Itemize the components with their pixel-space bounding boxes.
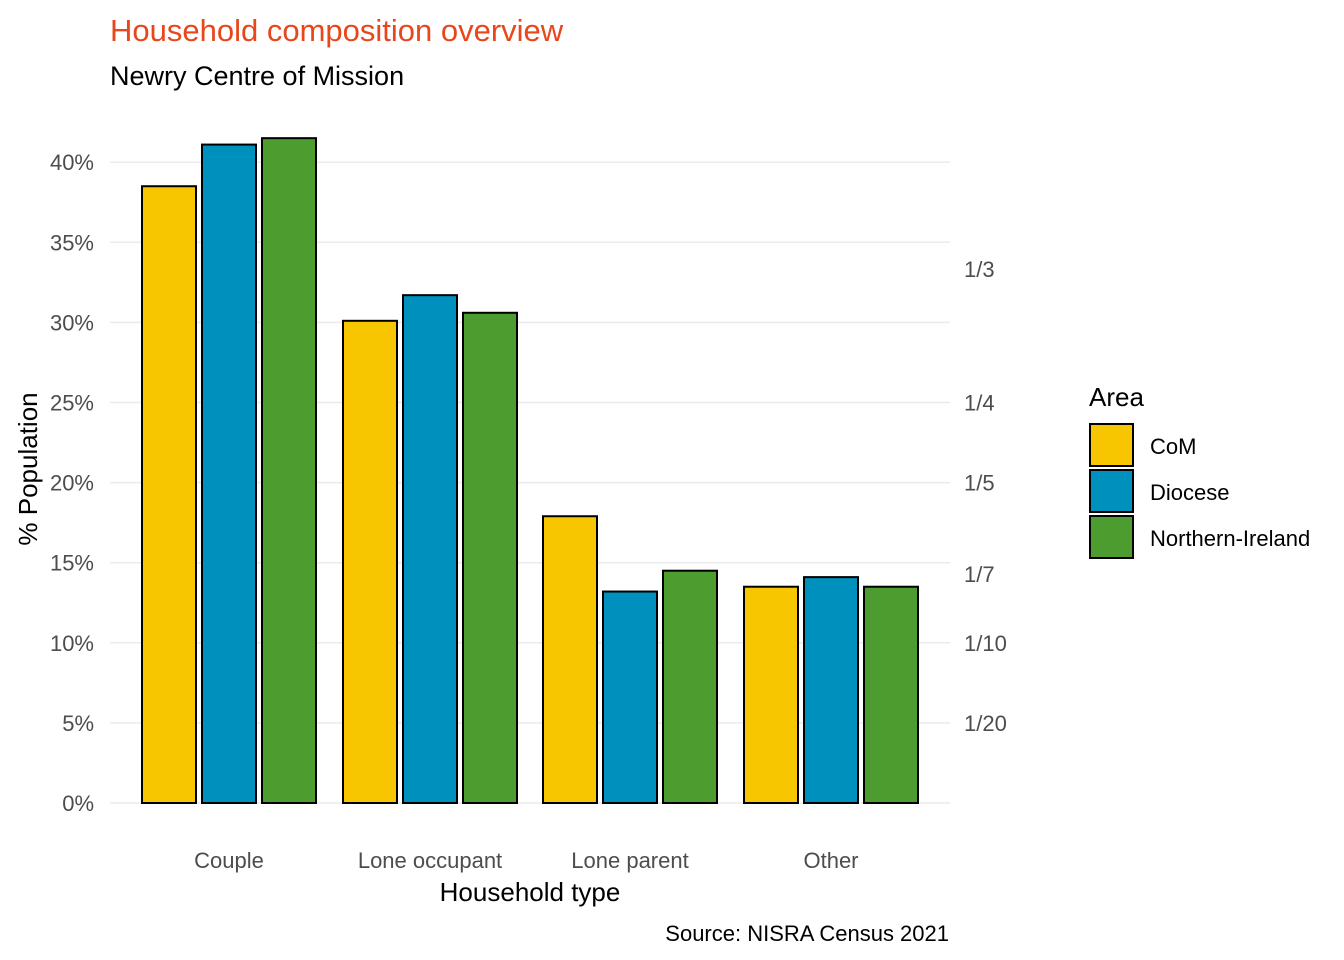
legend-label: Diocese [1150,480,1229,505]
y-tick-label: 10% [50,631,94,656]
y-tick-label: 25% [50,391,94,416]
y-tick-label: 40% [50,150,94,175]
legend: Area CoM Diocese Northern-Ireland [1089,382,1310,559]
legend-key-com [1089,423,1134,467]
y-tick-label: 35% [50,230,94,255]
y-axis-label: % Population [13,392,43,545]
bar-com-1 [342,319,398,804]
secondary-tick-label: 1/20 [964,711,1007,736]
secondary-tick-label: 1/3 [964,257,995,282]
bar-diocese-1 [402,294,458,804]
secondary-axis-ticks: 1/3 1/4 1/5 1/7 1/10 1/20 [964,257,1007,736]
legend-label: CoM [1150,434,1196,459]
bar-northern-ireland-0 [261,137,317,805]
x-tick-label: Lone occupant [358,848,502,873]
legend-key-northern-ireland [1089,515,1134,559]
bars [141,137,919,805]
secondary-tick-label: 1/4 [964,391,995,416]
x-axis-label: Household type [440,877,621,907]
bar-com-2 [542,515,598,804]
bar-com-0 [141,185,197,805]
y-tick-label: 0% [62,791,94,816]
x-tick-label: Other [803,848,858,873]
bar-diocese-0 [201,143,257,804]
y-axis-ticks: 0% 5% 10% 15% 20% 25% 30% 35% 40% [50,150,94,816]
y-tick-label: 15% [50,551,94,576]
y-tick-label: 5% [62,711,94,736]
bar-northern-ireland-3 [863,585,919,804]
y-tick-label: 20% [50,471,94,496]
bar-diocese-2 [602,590,658,805]
x-axis-ticks: Couple Lone occupant Lone parent Other [194,848,858,873]
secondary-tick-label: 1/10 [964,631,1007,656]
x-tick-label: Couple [194,848,264,873]
legend-title: Area [1089,382,1144,412]
legend-label: Northern-Ireland [1150,526,1310,551]
secondary-tick-label: 1/5 [964,471,995,496]
chart-title: Household composition overview [110,13,564,48]
bar-com-3 [743,585,799,804]
x-tick-label: Lone parent [571,848,688,873]
chart-caption: Source: NISRA Census 2021 [665,921,949,946]
legend-key-diocese [1089,469,1134,513]
bar-northern-ireland-1 [462,311,518,804]
secondary-tick-label: 1/7 [964,562,995,587]
bar-northern-ireland-2 [662,569,718,805]
y-tick-label: 30% [50,310,94,335]
chart-subtitle: Newry Centre of Mission [110,61,404,91]
bar-diocese-3 [803,576,859,804]
